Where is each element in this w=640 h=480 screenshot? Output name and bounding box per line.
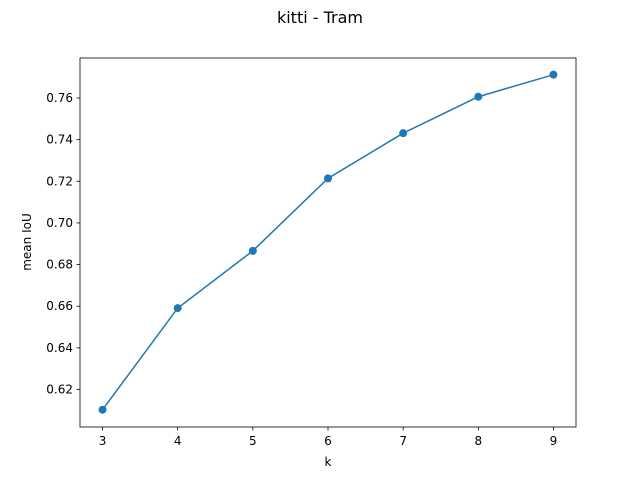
data-point	[549, 70, 558, 79]
y-tick-label: 0.74	[46, 133, 73, 147]
x-axis-ticks: 3 4 5 6 7 8 9	[99, 427, 558, 448]
data-point	[248, 246, 257, 255]
axes-frame	[79, 57, 577, 428]
x-tick-label: 8	[474, 434, 482, 448]
chart-title: kitti - Tram	[277, 8, 363, 27]
y-axis-ticks: 0.62 0.64 0.66 0.68 0.70 0.72 0.74 0.76	[46, 91, 80, 397]
data-point	[399, 129, 408, 138]
y-tick-label: 0.66	[46, 299, 73, 313]
y-tick-label: 0.72	[46, 174, 73, 188]
y-tick-label: 0.76	[46, 91, 73, 105]
x-tick-label: 7	[399, 434, 407, 448]
y-axis-label: mean IoU	[20, 213, 34, 271]
plot-area	[79, 57, 577, 428]
x-tick-label: 4	[174, 434, 182, 448]
x-tick-label: 5	[249, 434, 257, 448]
y-tick-label: 0.64	[46, 341, 73, 355]
x-tick-label: 9	[550, 434, 558, 448]
y-tick-label: 0.68	[46, 258, 73, 272]
x-tick-label: 6	[324, 434, 332, 448]
data-point	[324, 174, 332, 183]
data-point	[173, 304, 182, 313]
x-tick-label: 3	[99, 434, 107, 448]
data-point	[98, 405, 107, 414]
x-axis-label: k	[325, 455, 332, 469]
y-tick-label: 0.70	[46, 216, 73, 230]
data-point	[474, 92, 483, 101]
series-points	[98, 70, 558, 414]
y-tick-label: 0.62	[46, 383, 73, 397]
